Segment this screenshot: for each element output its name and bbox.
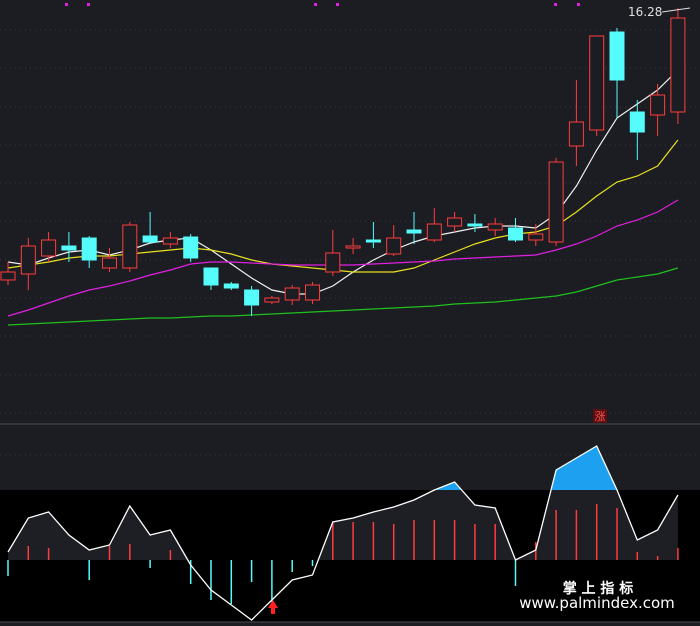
candle-body: [447, 217, 463, 227]
candle-body: [548, 161, 564, 243]
candle-body: [41, 239, 57, 257]
candle-body: [244, 289, 260, 306]
candle-body: [609, 31, 625, 81]
high-label: 16.28: [628, 5, 662, 19]
candle-body: [122, 224, 138, 269]
moving-average: [7, 267, 679, 326]
moving-average: [7, 139, 679, 273]
candle-body: [162, 237, 178, 245]
candle-body: [467, 223, 483, 227]
moving-average: [7, 199, 679, 317]
moving-average: [7, 69, 679, 295]
watermark-url: www.palmindex.com: [519, 594, 675, 612]
candle-body: [20, 245, 36, 275]
top-markers: [65, 3, 580, 6]
candle-body: [528, 233, 544, 241]
candle-body: [61, 245, 77, 251]
candle-body: [223, 283, 239, 289]
candle-body: [264, 297, 280, 303]
candle-body: [386, 237, 402, 255]
candle-body: [102, 257, 117, 269]
candle-body: [650, 94, 666, 116]
badge: 涨: [595, 410, 606, 423]
watermark-title: 掌 上 指 标: [563, 580, 634, 597]
indicator-chart: [7, 445, 679, 621]
candle-body: [406, 229, 422, 234]
candle-body: [345, 245, 361, 249]
candle-body: [0, 271, 16, 281]
candle-body: [629, 111, 645, 133]
grid: [0, 29, 700, 456]
candle-body: [589, 35, 605, 131]
indicator-line: [7, 445, 679, 621]
high-arrow: [661, 7, 691, 13]
candle-body: [365, 239, 381, 243]
candle-body: [487, 223, 503, 231]
candle-body: [325, 252, 341, 273]
candle-body: [284, 287, 300, 301]
candle-body: [203, 267, 219, 286]
candle-body: [305, 284, 320, 301]
buy-arrow: [268, 600, 278, 614]
candle-body: [142, 235, 158, 243]
candle-body: [426, 223, 442, 241]
main-chart: [0, 8, 686, 326]
candle-body: [183, 236, 199, 259]
candle-body: [508, 227, 523, 241]
candle-body: [670, 17, 686, 113]
candle-body: [81, 237, 97, 261]
candle-body: [568, 121, 584, 147]
area-highlight: [434, 446, 617, 490]
area-fill: [8, 490, 678, 560]
badge-bg: [593, 409, 607, 423]
